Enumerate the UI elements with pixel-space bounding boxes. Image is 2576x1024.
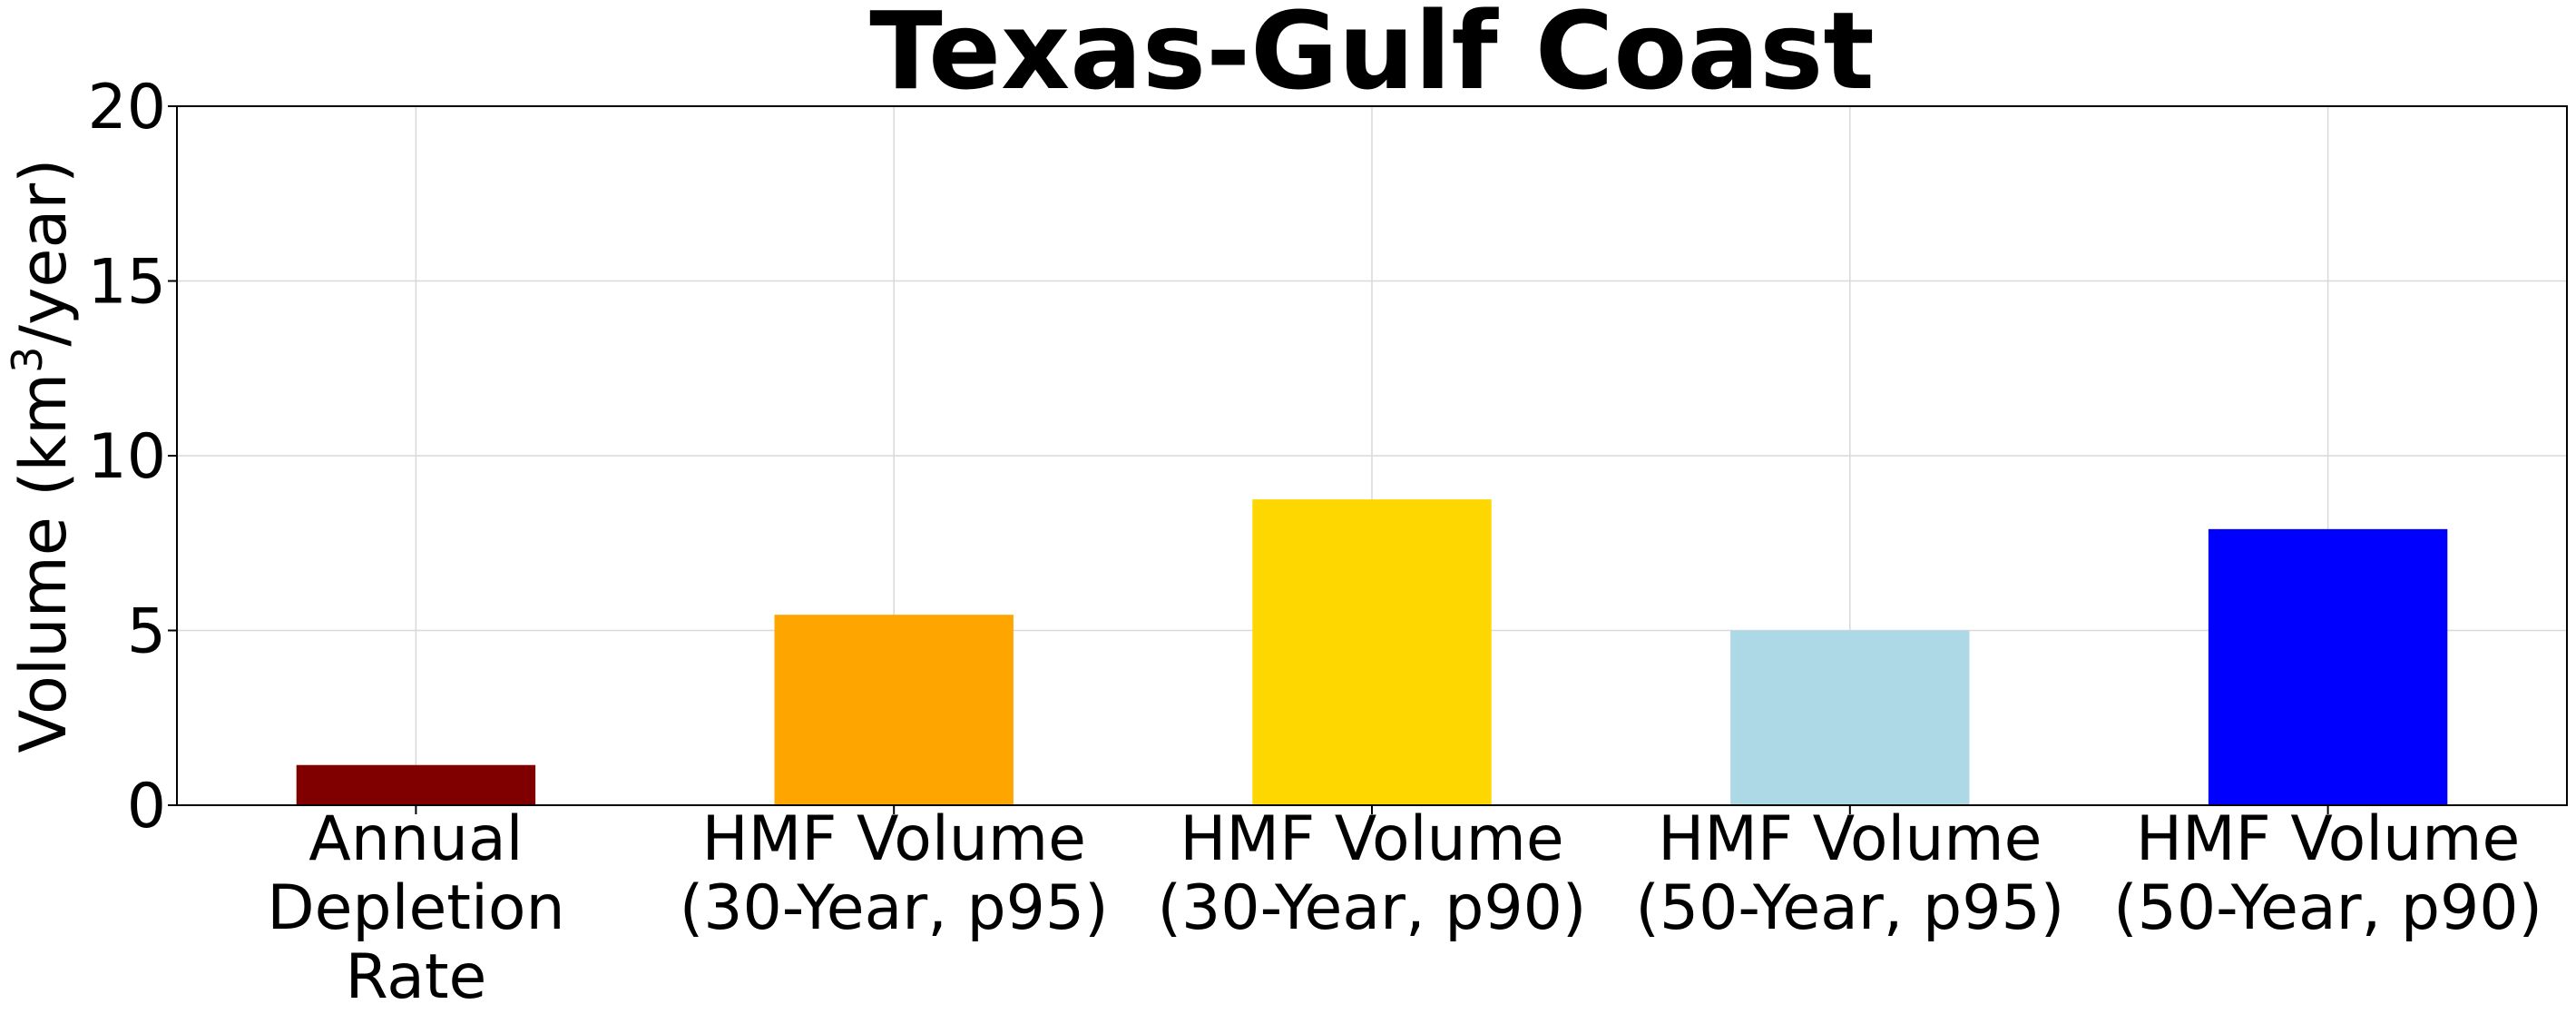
- x-tick-label: HMF Volume (50-Year, p95): [1635, 803, 2064, 944]
- x-tick-label: Annual Depletion Rate: [267, 803, 564, 1013]
- x-tick-label-line: (50-Year, p90): [2113, 872, 2542, 944]
- x-tick-label-line: (50-Year, p95): [1635, 872, 2064, 944]
- bar: [1730, 630, 1970, 805]
- bars: [296, 499, 2448, 805]
- y-tick-label: 0: [127, 771, 166, 842]
- bar: [296, 764, 536, 805]
- x-tick-label-line: Rate: [345, 941, 486, 1013]
- x-tick-label-line: Annual: [309, 803, 523, 875]
- bar: [2208, 528, 2448, 805]
- x-tick-label: HMF Volume (50-Year, p90): [2113, 803, 2542, 944]
- x-tick-label-line: HMF Volume: [1180, 803, 1563, 875]
- y-axis-ticks: 0 5 10 15 20: [87, 72, 177, 842]
- chart-title: Texas-Gulf Coast: [869, 0, 1874, 113]
- bar: [774, 615, 1014, 805]
- y-axis-label-superscript: 3: [3, 347, 52, 373]
- x-tick-label-line: HMF Volume: [2136, 803, 2520, 875]
- x-tick-label-line: HMF Volume: [1658, 803, 2042, 875]
- y-axis-label: Volume (km3/year): [3, 159, 81, 753]
- y-axis-label-text: Volume (km: [6, 373, 81, 753]
- y-tick-label: 5: [127, 596, 166, 668]
- x-tick-label: HMF Volume (30-Year, p95): [680, 803, 1109, 944]
- y-tick-label: 10: [87, 421, 166, 493]
- y-axis-label-text-end: /year): [6, 159, 81, 347]
- x-tick-label: HMF Volume (30-Year, p90): [1158, 803, 1587, 944]
- x-tick-label-line: (30-Year, p90): [1158, 872, 1587, 944]
- x-tick-label-line: Depletion: [267, 872, 564, 944]
- x-tick-label-line: HMF Volume: [701, 803, 1085, 875]
- x-tick-label-line: (30-Year, p95): [680, 872, 1109, 944]
- y-tick-label: 15: [87, 247, 166, 319]
- bar: [1252, 499, 1492, 805]
- y-tick-label: 20: [87, 72, 166, 143]
